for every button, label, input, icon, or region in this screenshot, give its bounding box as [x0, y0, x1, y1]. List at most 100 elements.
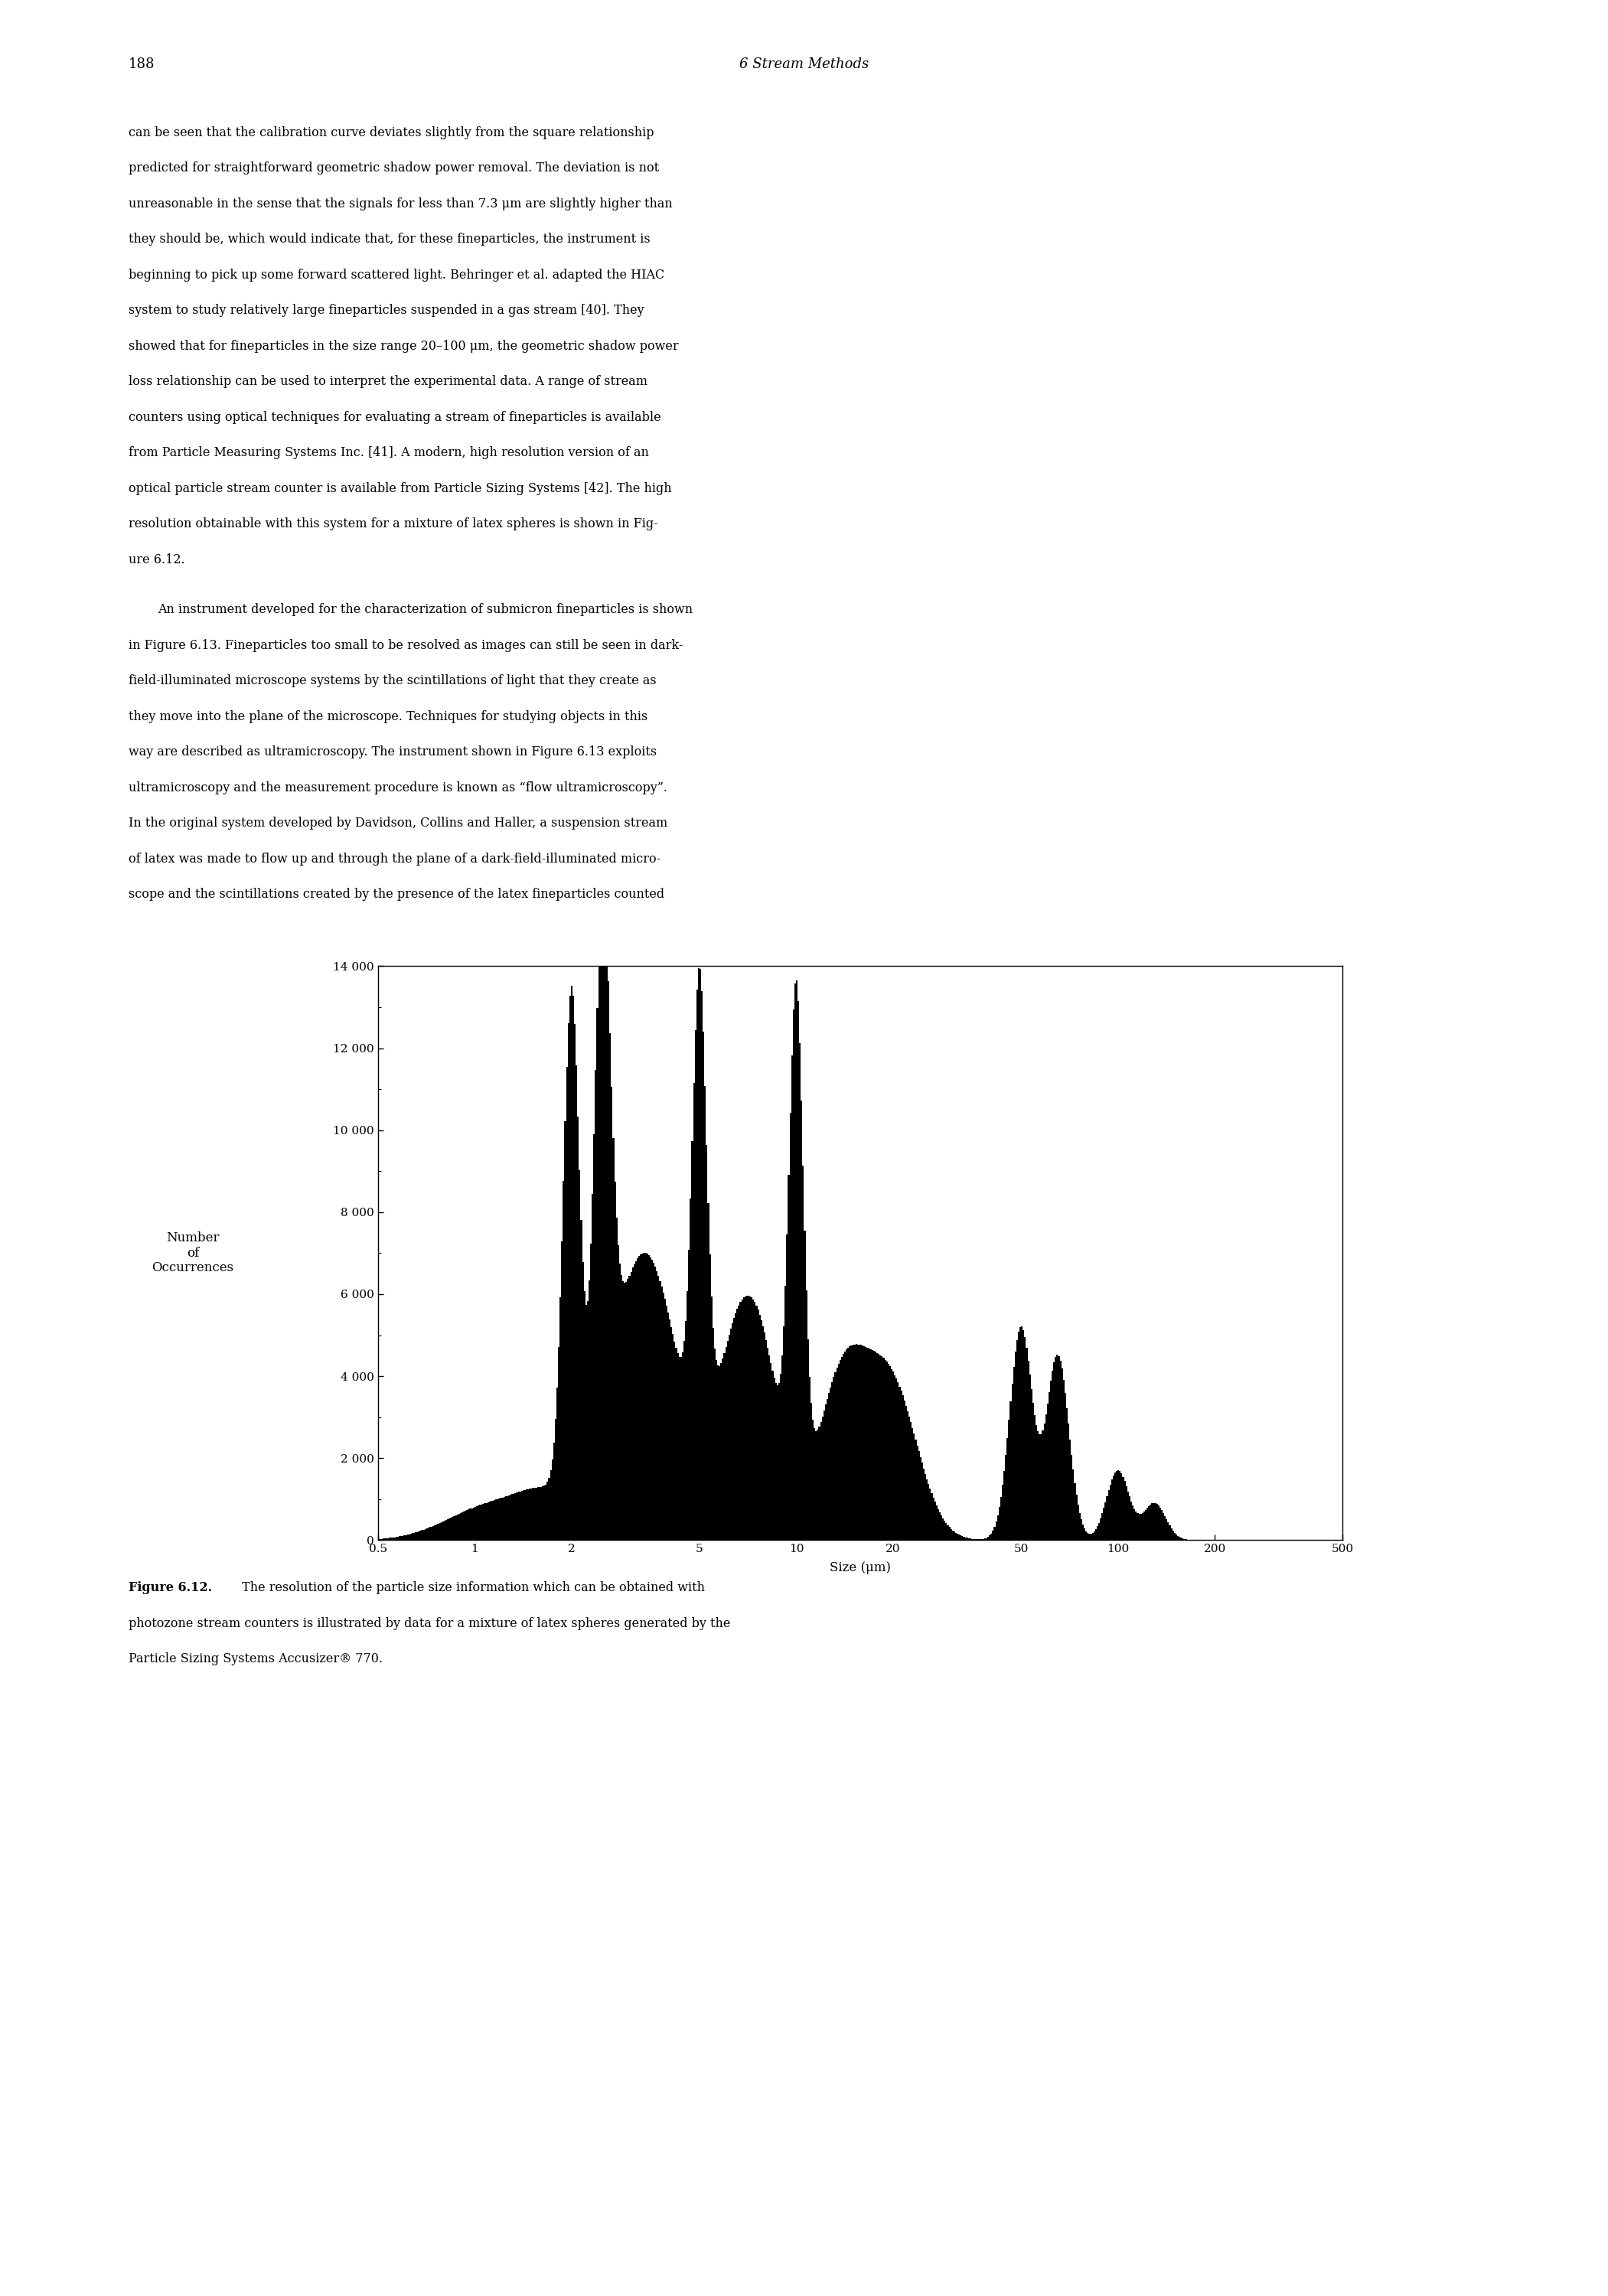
Bar [638, 1256, 640, 1541]
Bar [654, 1267, 656, 1541]
Bar [470, 1508, 471, 1541]
Bar [1058, 1357, 1060, 1541]
Text: they should be, which would indicate that, for these fineparticles, the instrume: they should be, which would indicate tha… [129, 232, 650, 246]
Bar [736, 1309, 738, 1541]
Bar [566, 1068, 568, 1541]
Bar [564, 1120, 566, 1541]
Bar [561, 1242, 563, 1541]
Bar [1082, 1525, 1084, 1541]
Bar [1118, 1469, 1119, 1541]
Bar [777, 1384, 778, 1541]
Bar [651, 1261, 653, 1541]
Bar [778, 1382, 780, 1541]
Bar [626, 1281, 627, 1541]
Bar [1068, 1424, 1069, 1541]
Text: of latex was made to flow up and through the plane of a dark-field-illuminated m: of latex was made to flow up and through… [129, 852, 661, 866]
Bar [447, 1520, 449, 1541]
Bar [1085, 1531, 1087, 1541]
Bar [810, 1403, 812, 1541]
Bar [679, 1357, 680, 1541]
Bar [627, 1279, 629, 1541]
Bar [909, 1417, 910, 1541]
Bar [613, 1139, 614, 1541]
Text: they move into the plane of the microscope. Techniques for studying objects in t: they move into the plane of the microsco… [129, 709, 648, 723]
Bar [453, 1515, 455, 1541]
Bar [788, 1176, 790, 1541]
Bar [614, 1182, 616, 1541]
Bar [1100, 1518, 1101, 1541]
Bar [603, 886, 605, 1541]
Bar [783, 1327, 785, 1541]
Bar [762, 1327, 764, 1541]
Bar [918, 1451, 920, 1541]
Bar [1021, 1327, 1023, 1541]
Bar [659, 1281, 661, 1541]
Bar [1134, 1508, 1135, 1541]
Bar [849, 1345, 851, 1541]
Bar [646, 1254, 648, 1541]
Text: 6 Stream Methods: 6 Stream Methods [740, 57, 868, 71]
Bar [444, 1520, 445, 1541]
Bar [405, 1536, 407, 1541]
Bar [1069, 1440, 1071, 1541]
Bar [526, 1490, 527, 1541]
Bar [511, 1495, 513, 1541]
Bar [492, 1502, 494, 1541]
Bar [1060, 1362, 1061, 1541]
Bar [722, 1359, 724, 1541]
Bar [487, 1502, 489, 1541]
Bar [1073, 1469, 1074, 1541]
Text: from Particle Measuring Systems Inc. [41]. A modern, high resolution version of : from Particle Measuring Systems Inc. [41… [129, 445, 650, 459]
Bar [730, 1329, 732, 1541]
Bar [479, 1504, 481, 1541]
Bar [999, 1506, 1000, 1541]
Bar [900, 1391, 902, 1541]
Bar [439, 1522, 441, 1541]
Bar [473, 1508, 474, 1541]
Bar [942, 1518, 944, 1541]
Bar [571, 985, 572, 1541]
Bar [498, 1499, 500, 1541]
Bar [1013, 1366, 1015, 1541]
Text: Particle Sizing Systems Accusizer® 770.: Particle Sizing Systems Accusizer® 770. [129, 1653, 383, 1665]
Bar [1081, 1520, 1082, 1541]
Text: counters using optical techniques for evaluating a stream of fineparticles is av: counters using optical techniques for ev… [129, 411, 661, 425]
Bar [741, 1300, 743, 1541]
Bar [391, 1538, 392, 1541]
Bar [838, 1364, 839, 1541]
Text: resolution obtainable with this system for a mixture of latex spheres is shown i: resolution obtainable with this system f… [129, 517, 658, 530]
Bar [1084, 1529, 1085, 1541]
Bar [597, 1008, 598, 1541]
Text: photozone stream counters is illustrated by data for a mixture of latex spheres : photozone stream counters is illustrated… [129, 1616, 730, 1630]
Bar [807, 1339, 809, 1541]
Bar [680, 1357, 682, 1541]
Bar [867, 1348, 868, 1541]
Bar [574, 1024, 576, 1541]
Bar [507, 1497, 508, 1541]
Bar [1122, 1476, 1124, 1541]
Bar [1050, 1380, 1052, 1541]
Bar [870, 1350, 872, 1541]
Bar [1042, 1430, 1044, 1541]
Bar [688, 1249, 690, 1541]
Bar [769, 1355, 770, 1541]
Bar [740, 1302, 741, 1541]
Bar [674, 1341, 675, 1541]
Bar [555, 1419, 556, 1541]
Bar [685, 1320, 687, 1541]
Bar [1044, 1424, 1045, 1541]
Bar [1092, 1534, 1093, 1541]
X-axis label: Size (μm): Size (μm) [830, 1561, 891, 1575]
Bar [775, 1382, 777, 1541]
Text: way are described as ultramicroscopy. The instrument shown in Figure 6.13 exploi: way are described as ultramicroscopy. Th… [129, 746, 656, 758]
Bar [921, 1463, 923, 1541]
Bar [600, 914, 601, 1541]
Bar [580, 1219, 582, 1541]
Bar [1155, 1504, 1156, 1541]
Bar [695, 1031, 696, 1541]
Bar [471, 1508, 473, 1541]
Bar [859, 1345, 860, 1541]
Bar [794, 983, 796, 1541]
Bar [458, 1513, 460, 1541]
Bar [960, 1536, 962, 1541]
